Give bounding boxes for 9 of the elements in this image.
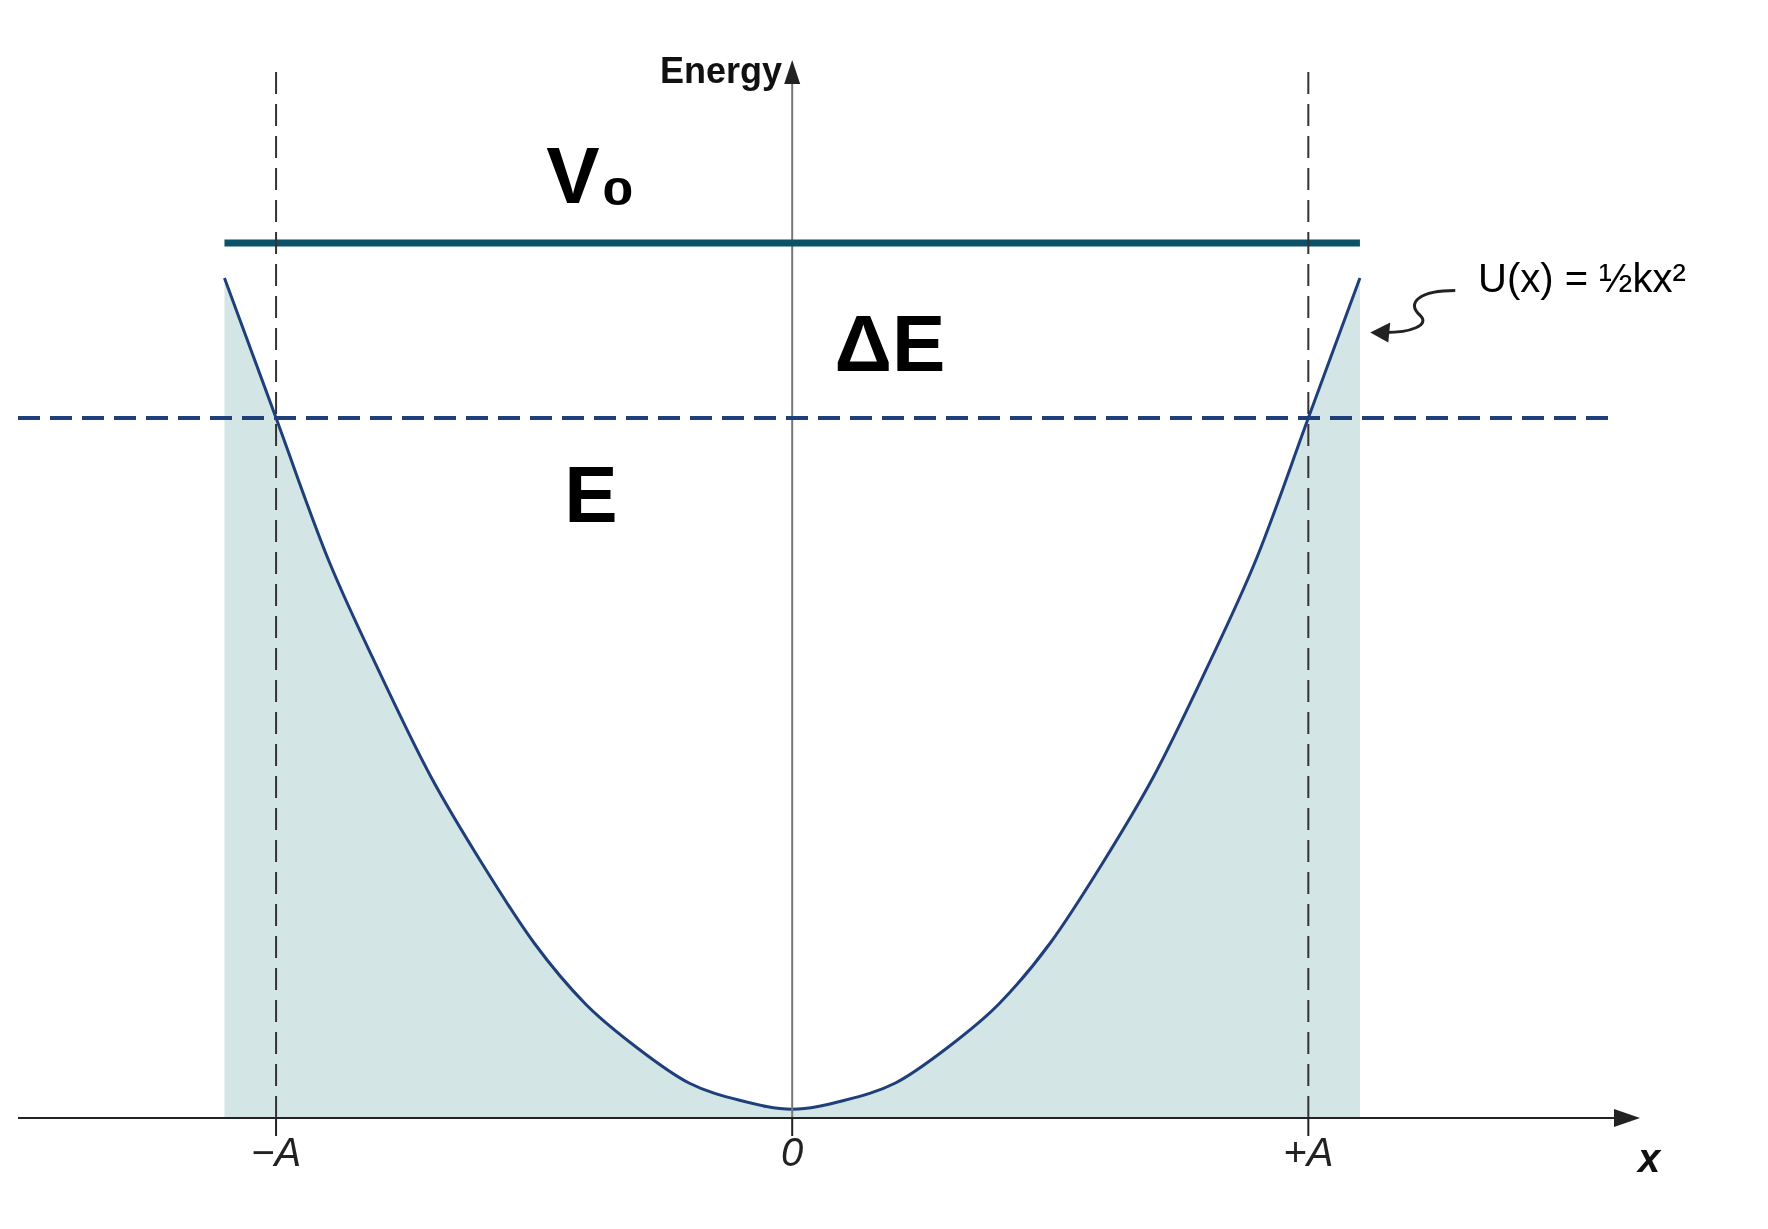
- text: V₀: [546, 131, 636, 220]
- x-tick-label: 0: [781, 1130, 804, 1175]
- x-tick-label: −A: [251, 1130, 302, 1175]
- annotation: U(x) = ½kx²: [1478, 256, 1686, 300]
- annotation: E: [564, 450, 618, 539]
- annotation: ΔE: [834, 299, 946, 388]
- x-axis-title: x: [1636, 1136, 1662, 1181]
- y-axis-title: Energy: [659, 50, 782, 92]
- x-tick-label: +A: [1283, 1130, 1334, 1175]
